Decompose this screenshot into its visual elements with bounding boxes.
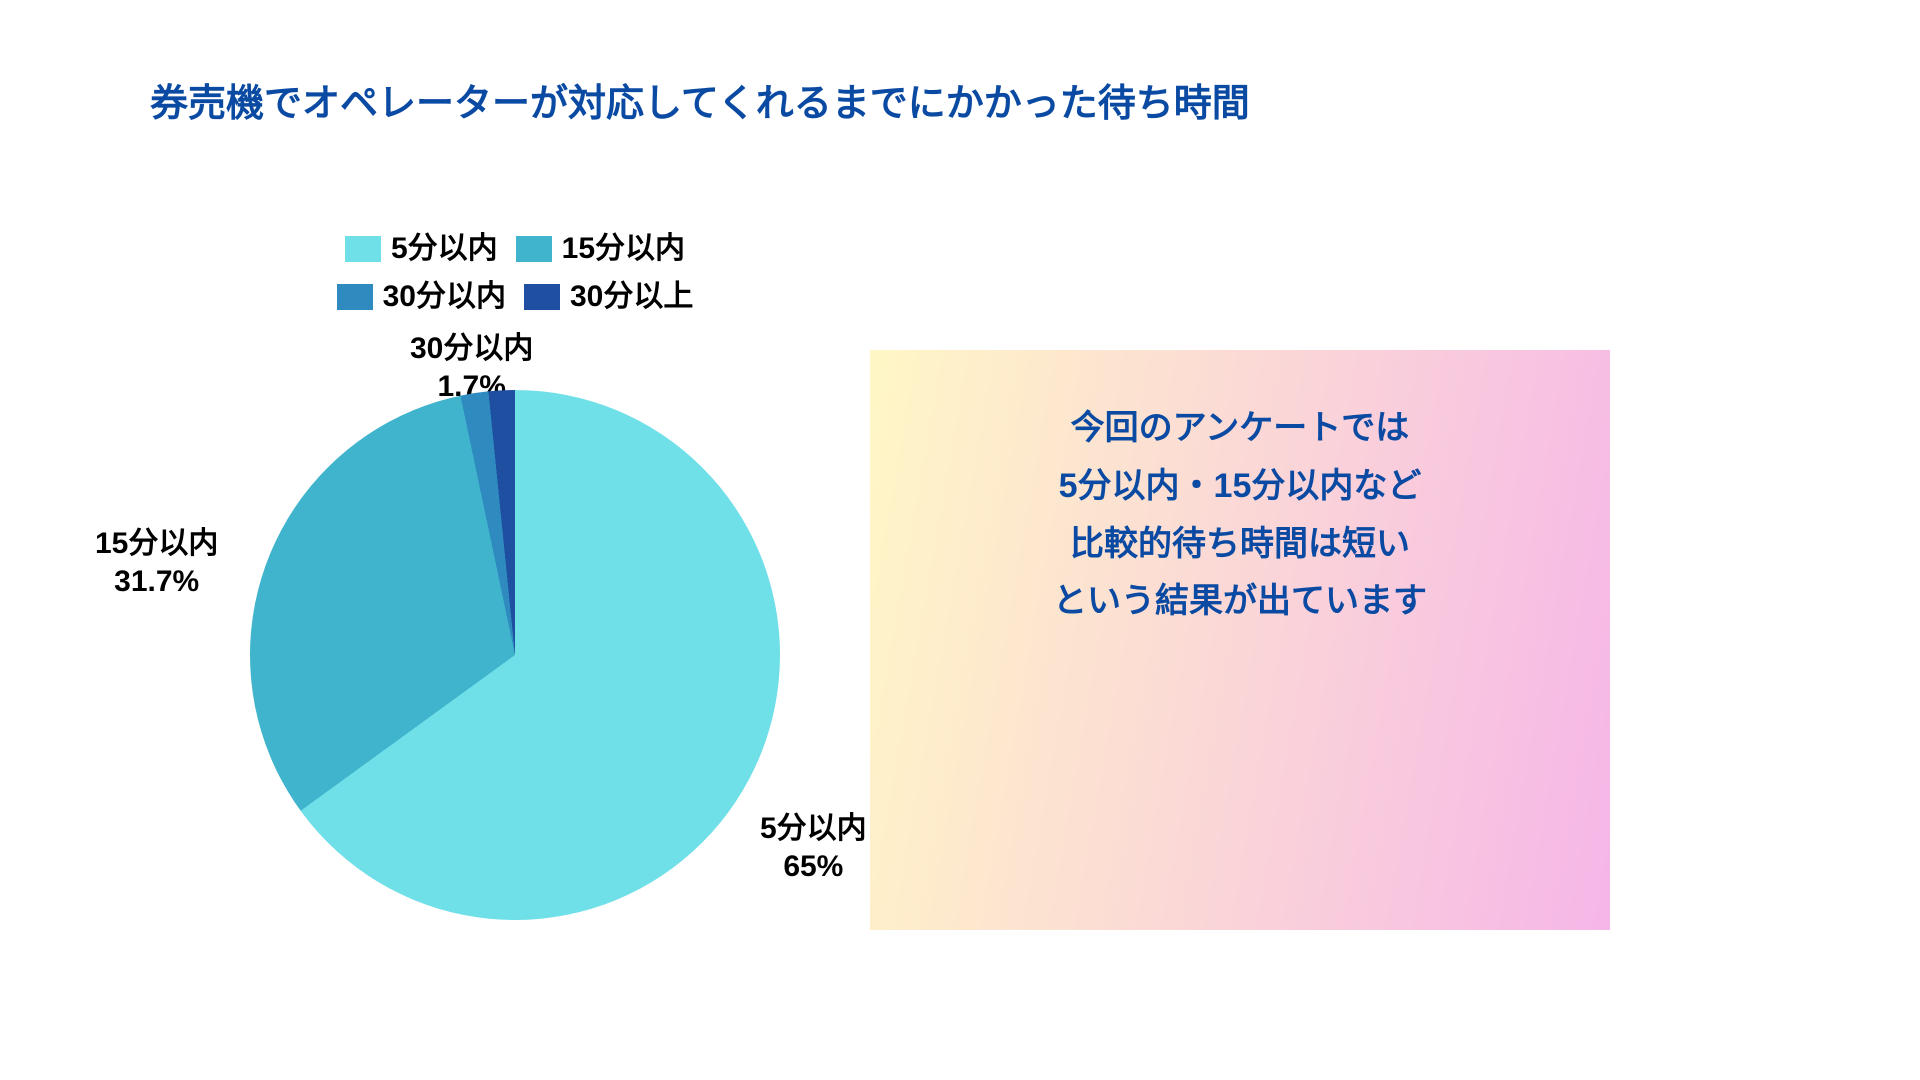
legend-row-2: 30分以内 30分以上 [295, 273, 735, 321]
legend-item-0: 5分以内 [345, 225, 498, 273]
callout-line-2: 比較的待ち時間は短い [940, 516, 1540, 574]
slice-label-2-name: 30分以内 [410, 330, 533, 368]
legend-item-2: 30分以内 [337, 273, 506, 321]
legend-item-1: 15分以内 [516, 225, 685, 273]
pie-legend: 5分以内 15分以内 30分以内 30分以上 [295, 225, 735, 321]
legend-label-0: 5分以内 [391, 225, 498, 273]
callout-line-3: という結果が出ています [940, 573, 1540, 631]
summary-callout: 今回のアンケートでは 5分以内・15分以内など 比較的待ち時間は短い という結果… [870, 350, 1610, 930]
slice-label-1-name: 15分以内 [95, 525, 218, 563]
callout-line-1: 5分以内・15分以内など [940, 458, 1540, 516]
legend-label-3: 30分以上 [570, 273, 693, 321]
slice-label-0: 5分以内 65% [760, 810, 867, 885]
page-title: 券売機でオペレーターが対応してくれるまでにかかった待ち時間 [150, 72, 1250, 127]
slide: 券売機でオペレーターが対応してくれるまでにかかった待ち時間 5分以内 15分以内… [0, 0, 1920, 1080]
summary-callout-text: 今回のアンケートでは 5分以内・15分以内など 比較的待ち時間は短い という結果… [940, 400, 1540, 631]
legend-label-2: 30分以内 [383, 273, 506, 321]
legend-item-3: 30分以上 [524, 273, 693, 321]
legend-swatch-1 [516, 236, 552, 262]
pie-chart [250, 390, 780, 920]
callout-line-0: 今回のアンケートでは [940, 400, 1540, 458]
legend-label-1: 15分以内 [562, 225, 685, 273]
legend-row-1: 5分以内 15分以内 [295, 225, 735, 273]
pie-disc [250, 390, 780, 920]
legend-swatch-0 [345, 236, 381, 262]
legend-swatch-2 [337, 284, 373, 310]
slice-label-1: 15分以内 31.7% [95, 525, 218, 600]
legend-swatch-3 [524, 284, 560, 310]
slice-label-1-pct: 31.7% [95, 563, 218, 601]
slice-label-0-pct: 65% [760, 848, 867, 886]
slice-label-0-name: 5分以内 [760, 810, 867, 848]
